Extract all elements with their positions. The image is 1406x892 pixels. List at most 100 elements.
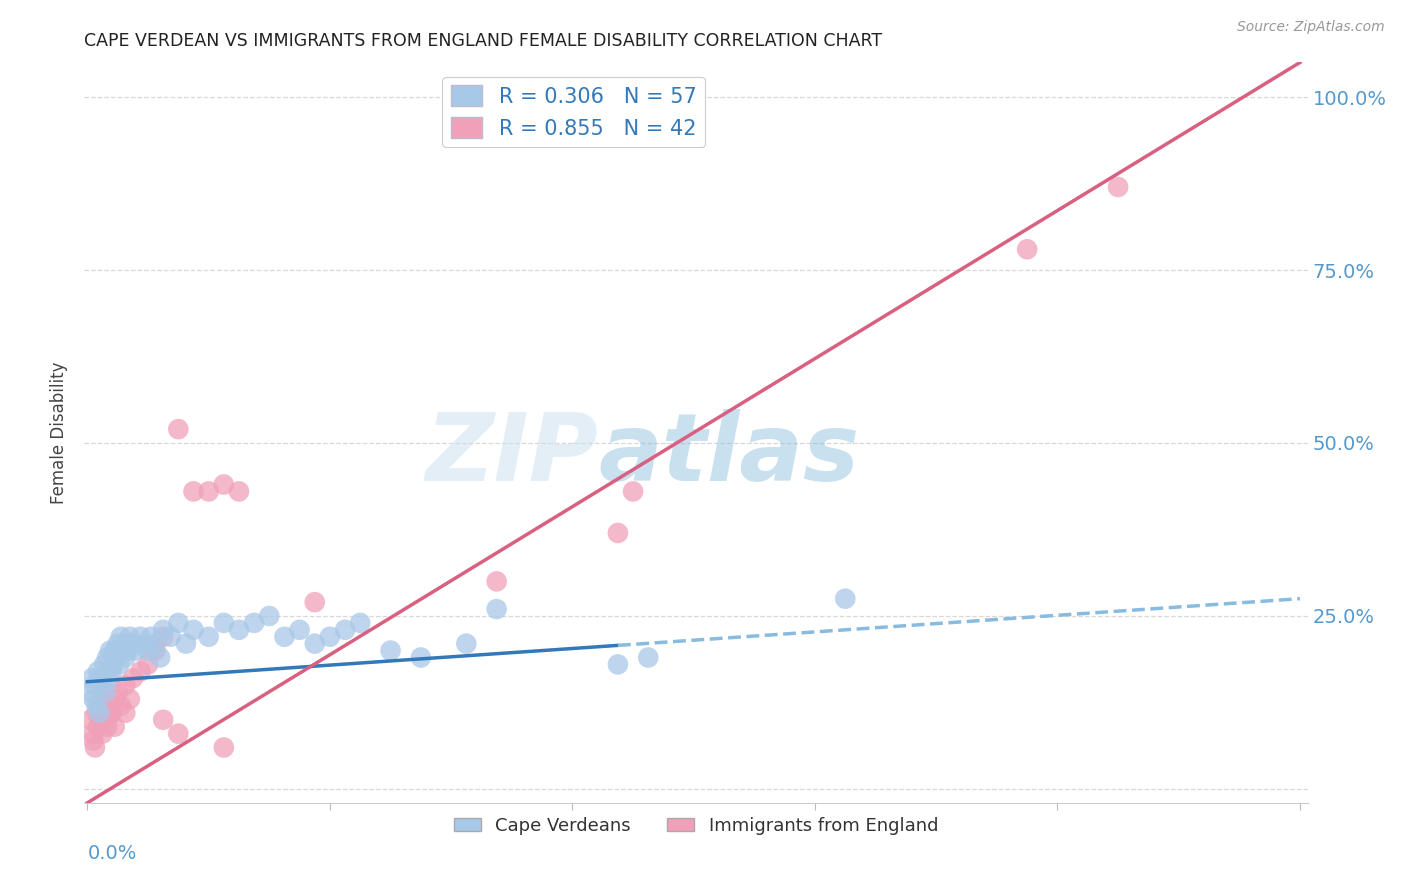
Point [139, 630, 162, 644]
Point [96, 720, 118, 734]
Point [380, 643, 402, 657]
Point [114, 678, 136, 692]
Point [159, 630, 181, 644]
Point [105, 650, 128, 665]
Point [183, 484, 205, 499]
Point [606, 525, 628, 540]
Point [333, 623, 356, 637]
Point [121, 637, 143, 651]
Point [197, 630, 219, 644]
Point [104, 692, 127, 706]
Point [456, 637, 478, 651]
Text: CAPE VERDEAN VS IMMIGRANTS FROM ENGLAND FEMALE DISABILITY CORRELATION CHART: CAPE VERDEAN VS IMMIGRANTS FROM ENGLAND … [84, 32, 883, 50]
Point [91, 678, 114, 692]
Point [110, 698, 132, 713]
Point [1107, 180, 1129, 194]
Point [87, 720, 110, 734]
Point [89, 706, 111, 720]
Point [145, 643, 167, 657]
Point [90, 713, 112, 727]
Point [100, 665, 122, 679]
Point [96, 650, 118, 665]
Point [149, 650, 172, 665]
Point [212, 740, 235, 755]
Text: 0.0%: 0.0% [87, 844, 136, 863]
Point [1017, 242, 1039, 256]
Point [82, 692, 104, 706]
Point [118, 692, 141, 706]
Point [115, 637, 138, 651]
Point [94, 685, 117, 699]
Point [152, 623, 174, 637]
Point [304, 637, 326, 651]
Point [93, 706, 115, 720]
Point [86, 706, 108, 720]
Point [91, 726, 114, 740]
Point [100, 706, 122, 720]
Point [259, 609, 281, 624]
Legend: Cape Verdeans, Immigrants from England: Cape Verdeans, Immigrants from England [447, 809, 945, 842]
Text: Source: ZipAtlas.com: Source: ZipAtlas.com [1237, 20, 1385, 34]
Point [80, 671, 103, 685]
Text: ZIP: ZIP [425, 409, 598, 500]
Point [183, 623, 205, 637]
Point [87, 665, 110, 679]
Point [98, 643, 121, 657]
Point [485, 602, 508, 616]
Point [111, 643, 134, 657]
Point [86, 698, 108, 713]
Point [834, 591, 856, 606]
Point [84, 678, 107, 692]
Point [304, 595, 326, 609]
Point [107, 685, 129, 699]
Point [104, 643, 127, 657]
Point [110, 630, 132, 644]
Point [97, 671, 120, 685]
Point [197, 484, 219, 499]
Point [104, 720, 127, 734]
Point [145, 637, 167, 651]
Point [129, 630, 152, 644]
Point [621, 484, 644, 499]
Point [98, 698, 121, 713]
Point [152, 630, 174, 644]
Point [114, 706, 136, 720]
Point [273, 630, 295, 644]
Point [167, 422, 190, 436]
Y-axis label: Female Disability: Female Disability [51, 361, 69, 504]
Point [228, 484, 250, 499]
Point [91, 692, 114, 706]
Point [108, 657, 131, 672]
Point [89, 698, 111, 713]
Point [117, 643, 139, 657]
Point [174, 637, 197, 651]
Point [114, 650, 136, 665]
Point [107, 637, 129, 651]
Point [167, 726, 190, 740]
Point [288, 623, 311, 637]
Point [125, 643, 148, 657]
Point [136, 643, 159, 657]
Point [167, 615, 190, 630]
Point [319, 630, 342, 644]
Point [90, 671, 112, 685]
Point [212, 615, 235, 630]
Point [152, 713, 174, 727]
Point [409, 650, 432, 665]
Point [79, 685, 101, 699]
Point [96, 713, 118, 727]
Point [136, 657, 159, 672]
Point [228, 623, 250, 637]
Point [243, 615, 266, 630]
Point [121, 671, 143, 685]
Point [84, 740, 107, 755]
Point [82, 733, 104, 747]
Point [485, 574, 508, 589]
Point [93, 657, 115, 672]
Point [134, 637, 156, 651]
Point [94, 685, 117, 699]
Point [118, 630, 141, 644]
Point [129, 665, 152, 679]
Point [637, 650, 659, 665]
Point [101, 657, 124, 672]
